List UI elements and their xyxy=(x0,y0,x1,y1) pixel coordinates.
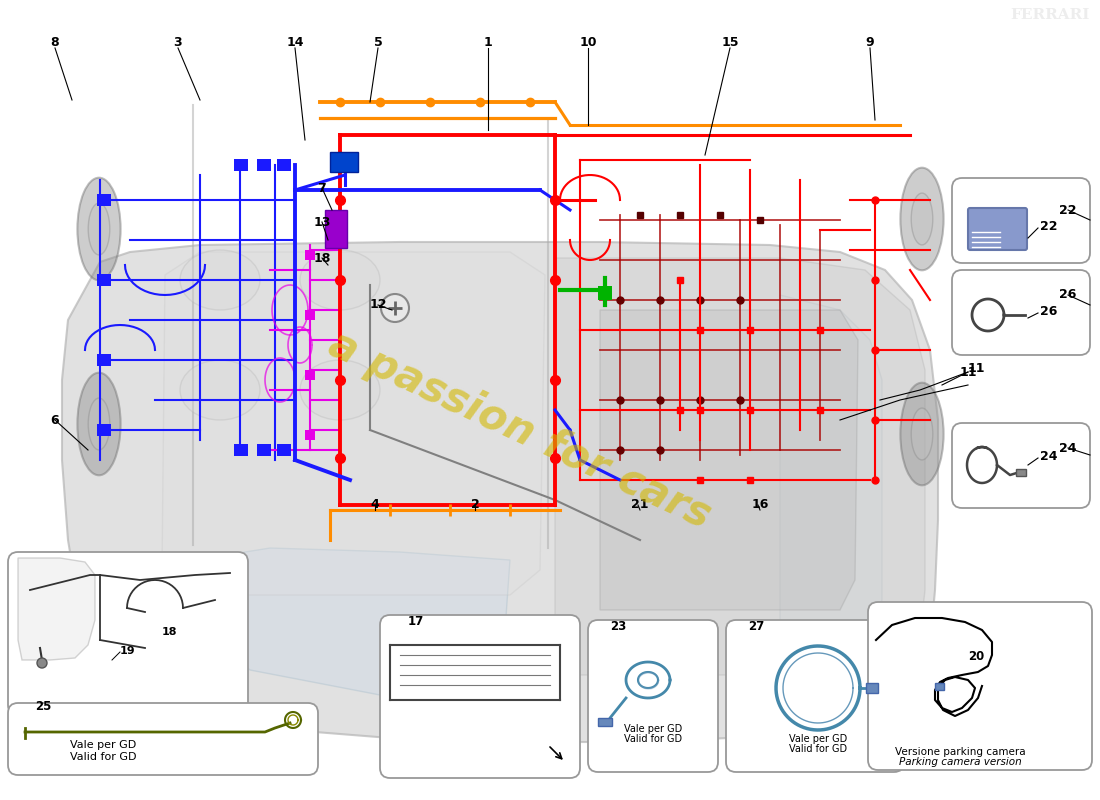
Polygon shape xyxy=(162,252,544,595)
Text: 12: 12 xyxy=(370,298,387,311)
Text: Valid for GD: Valid for GD xyxy=(789,744,847,754)
Text: 21: 21 xyxy=(631,498,649,511)
Text: 14: 14 xyxy=(286,35,304,49)
Ellipse shape xyxy=(88,398,110,450)
Bar xyxy=(330,152,358,172)
Bar xyxy=(305,430,315,440)
Text: Vale per GD: Vale per GD xyxy=(70,740,136,750)
Text: Vale per GD: Vale per GD xyxy=(624,724,682,734)
Bar xyxy=(257,159,271,171)
Bar xyxy=(97,194,111,206)
Text: 18: 18 xyxy=(162,627,177,637)
Bar xyxy=(305,250,315,260)
Polygon shape xyxy=(195,548,510,702)
Ellipse shape xyxy=(901,382,944,486)
Ellipse shape xyxy=(88,203,110,255)
Bar xyxy=(257,444,271,456)
FancyBboxPatch shape xyxy=(8,552,248,715)
Text: Vale per GD: Vale per GD xyxy=(789,734,847,744)
Polygon shape xyxy=(62,242,938,742)
Bar xyxy=(97,354,111,366)
Polygon shape xyxy=(18,558,95,660)
Text: Valid for GD: Valid for GD xyxy=(70,752,136,762)
Text: 11: 11 xyxy=(968,362,986,375)
FancyBboxPatch shape xyxy=(952,270,1090,355)
Text: 6: 6 xyxy=(51,414,59,426)
FancyBboxPatch shape xyxy=(952,423,1090,508)
Text: 9: 9 xyxy=(866,35,874,49)
Text: 23: 23 xyxy=(609,620,626,633)
Text: 5: 5 xyxy=(374,35,383,49)
Polygon shape xyxy=(780,295,882,688)
Text: 3: 3 xyxy=(174,35,183,49)
Bar xyxy=(324,210,346,248)
Text: Valid for GD: Valid for GD xyxy=(624,734,682,744)
Bar xyxy=(305,370,315,380)
Bar xyxy=(97,424,111,436)
FancyBboxPatch shape xyxy=(968,208,1027,250)
Text: 19: 19 xyxy=(120,646,135,656)
Bar xyxy=(866,683,878,693)
Text: 20: 20 xyxy=(968,650,984,663)
Text: 8: 8 xyxy=(51,35,59,49)
Bar xyxy=(598,286,612,300)
Text: 18: 18 xyxy=(314,251,331,265)
Bar xyxy=(935,683,944,690)
FancyBboxPatch shape xyxy=(8,703,318,775)
Bar xyxy=(305,310,315,320)
Text: 4: 4 xyxy=(371,498,380,511)
FancyBboxPatch shape xyxy=(726,620,904,772)
Text: 2: 2 xyxy=(471,498,480,511)
Text: 22: 22 xyxy=(1059,203,1077,217)
Bar xyxy=(234,159,248,171)
FancyBboxPatch shape xyxy=(379,615,580,778)
Text: 26: 26 xyxy=(1059,289,1077,302)
Text: 22: 22 xyxy=(1040,220,1057,233)
Bar xyxy=(277,159,292,171)
Ellipse shape xyxy=(77,373,121,475)
Circle shape xyxy=(381,294,409,322)
Ellipse shape xyxy=(77,178,121,280)
Text: 24: 24 xyxy=(1059,442,1077,454)
Text: 27: 27 xyxy=(748,620,764,633)
Polygon shape xyxy=(600,310,858,610)
Text: 25: 25 xyxy=(35,700,52,713)
Ellipse shape xyxy=(180,250,260,310)
Text: 11: 11 xyxy=(959,366,977,378)
Text: 10: 10 xyxy=(580,35,596,49)
Text: 15: 15 xyxy=(722,35,739,49)
Text: 13: 13 xyxy=(314,215,331,229)
Bar xyxy=(234,444,248,456)
Circle shape xyxy=(37,658,47,668)
Polygon shape xyxy=(556,258,925,675)
Text: 26: 26 xyxy=(1040,305,1057,318)
Text: 7: 7 xyxy=(318,182,327,194)
FancyBboxPatch shape xyxy=(868,602,1092,770)
Bar xyxy=(97,274,111,286)
Bar xyxy=(598,718,612,726)
Bar xyxy=(277,444,292,456)
Text: Versione parking camera: Versione parking camera xyxy=(894,747,1025,757)
Ellipse shape xyxy=(300,360,379,420)
FancyBboxPatch shape xyxy=(588,620,718,772)
Bar xyxy=(1016,469,1026,476)
Ellipse shape xyxy=(911,193,933,245)
Ellipse shape xyxy=(300,250,379,310)
Text: a passion for cars: a passion for cars xyxy=(322,323,717,537)
Text: 16: 16 xyxy=(751,498,769,511)
Text: Parking camera version: Parking camera version xyxy=(899,757,1022,767)
Text: FERRARI: FERRARI xyxy=(1011,8,1090,22)
Ellipse shape xyxy=(180,360,260,420)
Text: 17: 17 xyxy=(408,615,425,628)
FancyBboxPatch shape xyxy=(952,178,1090,263)
Text: 24: 24 xyxy=(1040,450,1057,463)
Ellipse shape xyxy=(901,168,944,270)
Text: 1: 1 xyxy=(484,35,493,49)
Ellipse shape xyxy=(911,408,933,460)
